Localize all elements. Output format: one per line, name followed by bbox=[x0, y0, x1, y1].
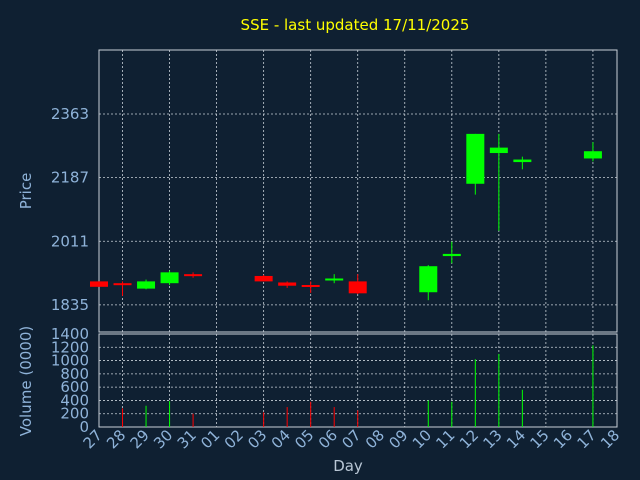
x-tick-label: 08 bbox=[362, 426, 388, 452]
x-tick-label: 15 bbox=[526, 426, 552, 452]
volume-tick-label: 1200 bbox=[51, 338, 89, 356]
price-tick-label: 1835 bbox=[51, 296, 89, 314]
x-axis-ticks: 2728293031010203040506070809101112131415… bbox=[80, 426, 624, 452]
x-tick-label: 16 bbox=[550, 426, 576, 452]
x-tick-label: 06 bbox=[315, 426, 341, 452]
candle-body bbox=[301, 285, 320, 287]
x-tick-label: 29 bbox=[127, 426, 153, 452]
candle-body bbox=[348, 281, 367, 294]
candle-body bbox=[419, 266, 438, 293]
x-tick-label: 18 bbox=[597, 426, 623, 452]
volume-tick-label: 200 bbox=[60, 405, 89, 423]
price-tick-label: 2011 bbox=[51, 232, 89, 250]
candle-body bbox=[254, 275, 273, 282]
candle-body bbox=[90, 281, 108, 287]
candle-body bbox=[325, 278, 344, 281]
volume-tick-label: 1400 bbox=[51, 325, 89, 343]
volume-tick-label: 800 bbox=[60, 365, 89, 383]
candle-body bbox=[137, 281, 156, 289]
price-tick-label: 2363 bbox=[51, 105, 89, 123]
candle-body bbox=[113, 283, 132, 286]
chart-title: SSE - last updated 17/11/2025 bbox=[241, 16, 470, 34]
volume-bars bbox=[122, 345, 594, 427]
x-tick-label: 04 bbox=[268, 426, 294, 452]
price-y-ticks: 2363 2187 2011 1835 bbox=[51, 105, 89, 314]
x-tick-label: 07 bbox=[338, 426, 364, 452]
x-tick-label: 02 bbox=[221, 426, 247, 452]
candle-body bbox=[160, 272, 179, 284]
candle-body bbox=[513, 159, 532, 163]
x-tick-label: 14 bbox=[503, 426, 529, 452]
candle-body bbox=[184, 274, 203, 277]
price-tick-label: 2187 bbox=[51, 169, 89, 187]
x-tick-label: 12 bbox=[456, 426, 482, 452]
x-tick-label: 13 bbox=[479, 426, 505, 452]
x-tick-label: 31 bbox=[174, 426, 200, 452]
candle-body bbox=[489, 147, 508, 154]
x-tick-label: 17 bbox=[574, 426, 600, 452]
candle-body bbox=[442, 253, 461, 257]
x-tick-label: 03 bbox=[244, 426, 270, 452]
volume-tick-label: 1000 bbox=[51, 352, 89, 370]
x-tick-label: 09 bbox=[385, 426, 411, 452]
x-tick-label: 28 bbox=[103, 426, 129, 452]
x-tick-label: 05 bbox=[291, 426, 317, 452]
volume-tick-label: 600 bbox=[60, 378, 89, 396]
x-axis-label: Day bbox=[333, 457, 363, 475]
volume-tick-label: 400 bbox=[60, 391, 89, 409]
candle-body bbox=[278, 282, 297, 286]
price-axis-label: Price bbox=[17, 173, 35, 210]
volume-axis-label: Volume (0000) bbox=[17, 326, 35, 436]
candle-body bbox=[583, 151, 602, 159]
volume-tick-label: 0 bbox=[79, 418, 89, 436]
x-tick-label: 11 bbox=[432, 426, 458, 452]
x-tick-label: 01 bbox=[197, 426, 223, 452]
candle-body bbox=[466, 133, 485, 184]
x-tick-label: 30 bbox=[150, 426, 176, 452]
x-tick-label: 10 bbox=[409, 426, 435, 452]
candlesticks bbox=[90, 133, 602, 301]
